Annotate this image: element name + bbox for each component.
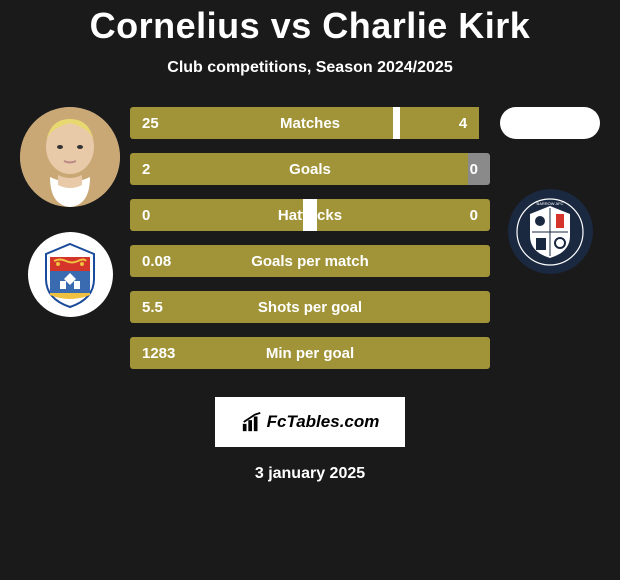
page-subtitle: Club competitions, Season 2024/2025	[167, 59, 452, 77]
fctables-logo-icon	[241, 411, 263, 433]
stat-right-value: 0	[468, 153, 490, 185]
stats-column: 254Matches 20Goals 00Hattricks 0.08Goals pe…	[130, 107, 490, 369]
stat-row: 1283Min per goal	[130, 337, 490, 369]
date-text: 3 january 2025	[255, 465, 365, 483]
svg-text:BARROW AFC: BARROW AFC	[537, 201, 564, 206]
stat-row: 0.08Goals per match	[130, 245, 490, 277]
club-logo-left	[28, 232, 113, 317]
player-photo-right-blank	[500, 107, 600, 139]
left-column	[10, 107, 130, 317]
stat-left-value: 5.5	[130, 291, 490, 323]
stat-right-value: 4	[400, 107, 479, 139]
stat-row: 254Matches	[130, 107, 490, 139]
fctables-badge[interactable]: FcTables.com	[215, 397, 406, 447]
stat-row: 00Hattricks	[130, 199, 490, 231]
stat-gap	[303, 199, 317, 231]
stat-gap	[393, 107, 400, 139]
player-face-icon	[20, 107, 120, 207]
stat-row: 5.5Shots per goal	[130, 291, 490, 323]
comparison-container: Cornelius vs Charlie Kirk Club competiti…	[0, 0, 620, 580]
stat-left-value: 0.08	[130, 245, 490, 277]
stat-right-value: 0	[317, 199, 490, 231]
player-photo-left	[20, 107, 120, 207]
fctables-label: FcTables.com	[267, 412, 380, 432]
page-title: Cornelius vs Charlie Kirk	[90, 5, 531, 47]
stat-left-value: 2	[130, 153, 468, 185]
stat-left-value: 0	[130, 199, 303, 231]
club-crest-right-icon: BARROW AFC	[514, 196, 586, 268]
main-area: 254Matches 20Goals 00Hattricks 0.08Goals pe…	[0, 107, 620, 369]
club-logo-right: BARROW AFC	[508, 189, 593, 274]
club-crest-left-icon	[34, 239, 106, 311]
stat-left-value: 25	[130, 107, 393, 139]
stat-left-value: 1283	[130, 337, 490, 369]
right-column: BARROW AFC	[490, 107, 610, 274]
stat-row: 20Goals	[130, 153, 490, 185]
